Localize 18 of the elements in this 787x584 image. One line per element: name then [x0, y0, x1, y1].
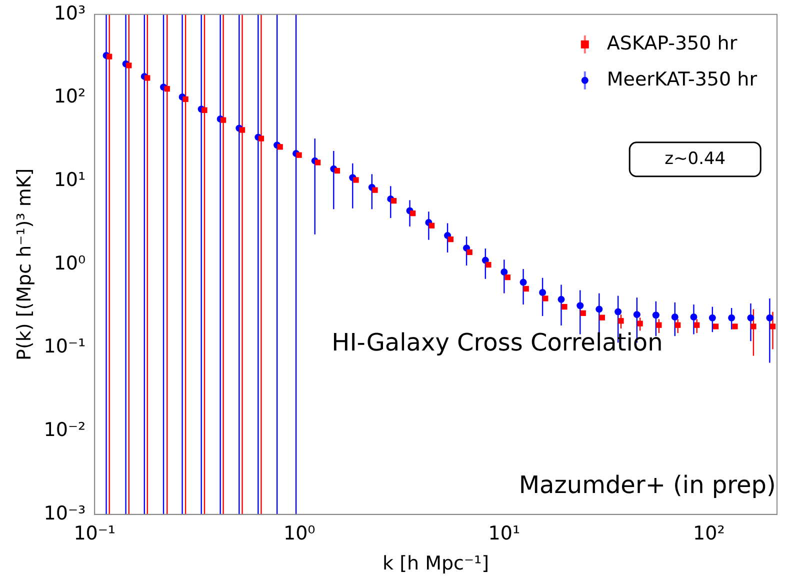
x-tick-label: 10⁰	[283, 522, 316, 545]
x-tick-label: 10⁻¹	[74, 522, 116, 545]
y-tick-label: 10³	[54, 2, 86, 24]
x-axis-title: k [h Mpc⁻¹]	[382, 552, 490, 575]
x-tick-label: 10²	[693, 522, 725, 545]
y-tick-label: 10⁰	[54, 252, 86, 274]
annotation: HI-Galaxy Cross Correlation	[332, 328, 663, 357]
y-tick-label: 10⁻³	[44, 502, 86, 524]
y-tick-label: 10¹	[54, 169, 86, 192]
annotation: Mazumder+ (in prep)	[518, 471, 776, 500]
y-tick-label: 10²	[54, 86, 86, 108]
y-axis-title: P(k) [(Mpc h⁻¹)³ mK]	[13, 168, 36, 361]
y-tick-label: 10⁻²	[44, 419, 86, 442]
legend-label: MeerKAT-350 hr	[606, 68, 758, 90]
x-tick-label: 10¹	[488, 522, 520, 545]
legend-label: ASKAP-350 hr	[606, 32, 738, 54]
y-tick-label: 10⁻¹	[44, 336, 86, 358]
annotation: z~0.44	[664, 148, 726, 169]
